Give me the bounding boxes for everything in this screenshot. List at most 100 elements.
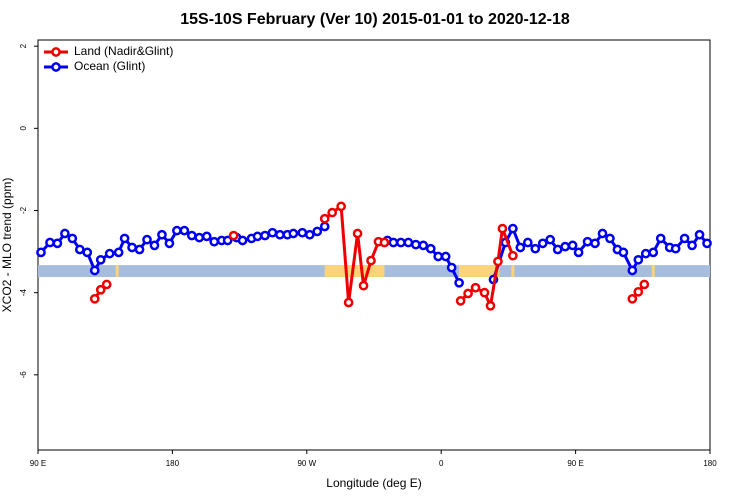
data-point [627,293,638,304]
data-point [142,234,152,245]
data-point [567,240,578,251]
data-point [410,239,421,250]
data-point [358,280,369,291]
data-point [582,236,593,247]
data-point [366,255,376,266]
data-point [172,225,182,236]
data-point [297,227,308,238]
data-point [455,296,466,306]
land-mask [459,265,500,278]
x-tick-label: 90 E [567,459,583,468]
data-point [60,228,70,239]
data-point [679,233,690,244]
data-point [134,244,145,255]
legend-label: Ocean (Glint) [74,59,145,73]
data-point [104,248,115,259]
data-point [597,228,608,239]
data-point [633,254,644,265]
data-point [52,238,63,249]
data-point [343,297,354,308]
data-point [186,230,197,241]
data-point [515,242,526,253]
data-point [655,233,666,244]
data-point [670,243,681,254]
legend-marker [51,47,61,57]
data-point [640,248,651,259]
data-point [89,293,100,304]
data-point [379,237,390,248]
data-point [648,247,659,258]
data-point [119,233,130,244]
data-point [618,247,629,258]
land-mask [511,265,515,278]
data-point [164,238,175,249]
data-point [463,288,473,299]
data-point [493,256,503,267]
data-point [336,201,346,212]
data-point [194,232,205,243]
legend-label: Land (Nadir&Glint) [74,44,173,58]
data-point [446,262,457,273]
data-point [252,231,263,242]
data-point [590,238,600,249]
data-point [403,237,414,248]
data-point [82,247,93,258]
data-point [479,287,490,298]
data-point [319,213,330,224]
data-point [633,286,644,297]
data-point [627,265,638,276]
data-point [209,236,220,247]
data-point [433,251,444,262]
legend-marker [51,62,61,72]
x-axis-label: Longitude (deg E) [326,476,421,490]
data-point [605,233,615,244]
data-point [537,238,548,249]
land-mask [115,265,119,278]
data-point [454,277,464,288]
land-mask [651,265,655,278]
data-point [95,254,106,265]
data-point [319,221,330,232]
x-tick-label: 0 [439,459,444,468]
data-point [304,229,315,240]
y-tick-label: 2 [19,43,28,48]
data-point [497,223,508,234]
data-point [45,237,55,248]
y-tick-label: -2 [19,206,28,214]
data-point [470,282,481,293]
data-point [312,226,323,237]
data-point [545,234,556,245]
data-point [508,250,518,261]
x-tick-label: 180 [703,459,717,468]
x-tick-label: 90 E [30,459,46,468]
data-point [327,207,338,218]
y-tick-label: -6 [19,371,28,379]
data-point [260,230,270,241]
data-point [288,228,299,239]
data-point [687,240,697,251]
y-axis-label: XCO2 - MLO trend (ppm) [0,178,14,313]
data-point [127,242,137,253]
data-point [237,235,248,246]
data-point [101,279,112,290]
data-point [95,284,106,295]
data-point [36,247,46,258]
chart-title: 15S-10S February (Ver 10) 2015-01-01 to … [180,11,570,28]
data-point [275,229,285,240]
data-point [560,241,570,252]
data-point [396,237,406,248]
data-point [573,247,584,258]
data-point [267,227,278,238]
data-point [530,243,541,254]
data-point [149,240,160,251]
x-tick-label: 90 W [297,459,316,468]
data-point [89,265,100,276]
data-point [157,229,167,240]
data-point [352,228,363,239]
data-point [485,300,496,311]
x-tick-label: 180 [166,459,180,468]
data-point [201,231,212,242]
data-point [418,240,429,251]
